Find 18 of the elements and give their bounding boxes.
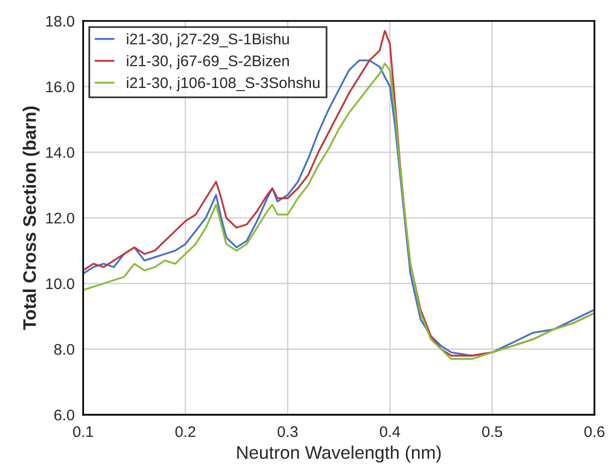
y-tick-label: 10.0 bbox=[46, 278, 74, 290]
x-tick-label: 0.6 bbox=[584, 426, 604, 438]
legend-label: i21-30, j67-69_S-2Bizen bbox=[126, 55, 289, 70]
x-tick-label: 0.2 bbox=[175, 426, 196, 438]
y-tick-label: 6.0 bbox=[54, 410, 74, 420]
x-tick-label: 0.3 bbox=[278, 426, 298, 438]
y-tick-label: 8.0 bbox=[54, 344, 74, 355]
x-axis-title: Neutron Wavelength (nm) bbox=[237, 446, 441, 462]
legend-label: i21-30, j106-108_S-3Sohshu bbox=[126, 76, 320, 92]
y-tick-label: 18.0 bbox=[46, 16, 74, 27]
y-axis-title: Total Cross Section (barn) bbox=[22, 106, 40, 330]
x-tick-label: 0.4 bbox=[380, 426, 400, 438]
x-tick-label: 0.5 bbox=[482, 426, 502, 438]
y-tick-label: 16.0 bbox=[46, 81, 74, 92]
y-tick-label: 12.0 bbox=[46, 212, 74, 224]
y-tick-label: 14.0 bbox=[46, 147, 74, 158]
legend-label: i21-30, j27-29_S-1Bishu bbox=[126, 33, 289, 48]
x-tick-label: 0.1 bbox=[73, 426, 94, 438]
